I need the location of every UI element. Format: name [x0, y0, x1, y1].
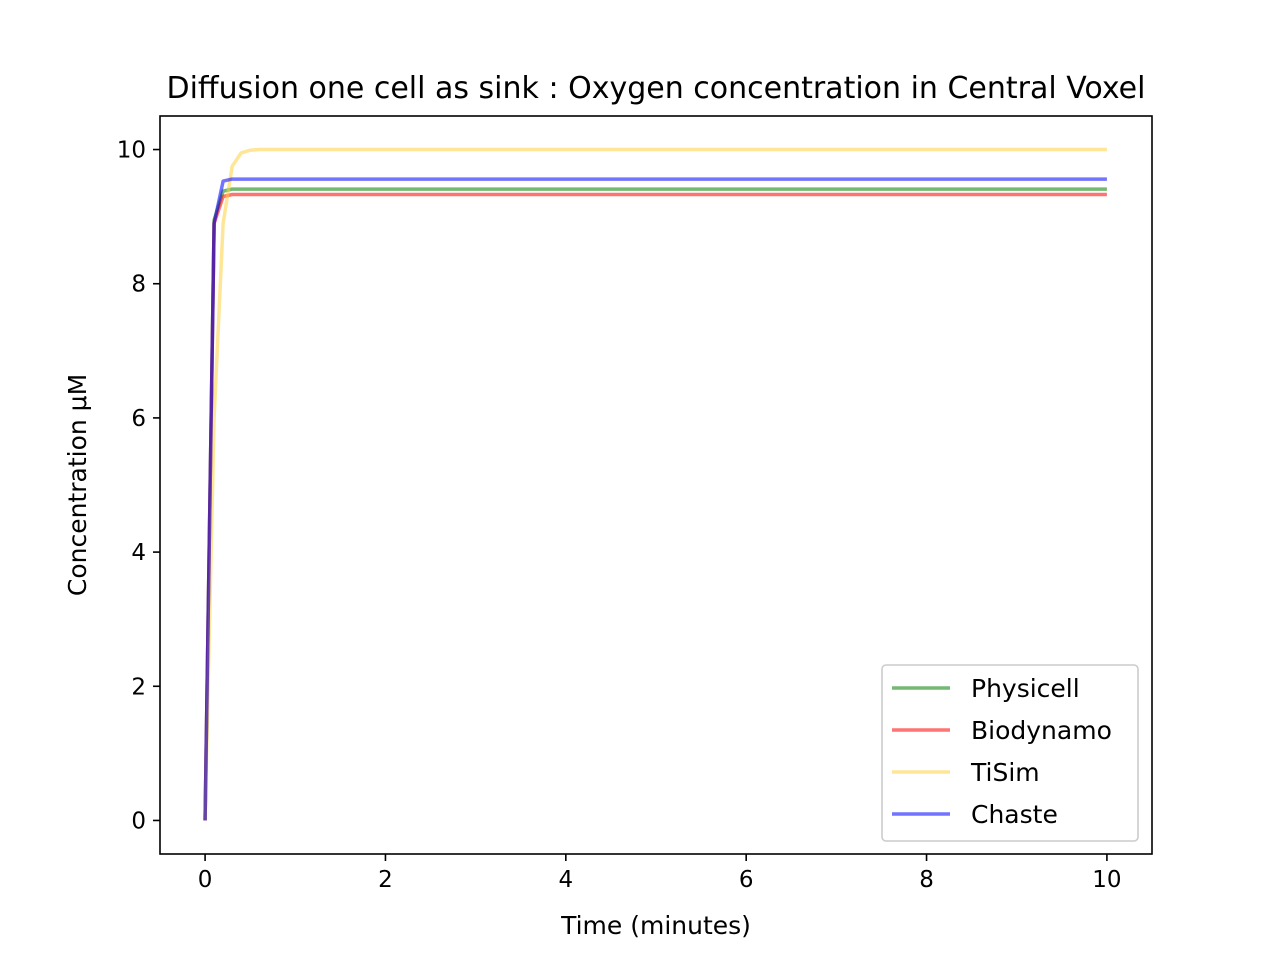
legend-items: Physicell Biodynamo TiSim Chaste — [892, 674, 1112, 829]
y-tick-label: 0 — [131, 808, 146, 834]
y-axis-label: Concentration μM — [63, 374, 92, 596]
x-axis-label: Time (minutes) — [560, 911, 751, 940]
legend-label-tisim: TiSim — [970, 758, 1040, 787]
x-tick-label: 10 — [1092, 867, 1121, 893]
series-line-chaste — [203, 177, 1107, 821]
x-tick-label: 4 — [558, 867, 573, 893]
legend-box — [881, 664, 1139, 842]
x-tick-label: 2 — [378, 867, 393, 893]
x-tick-label: 8 — [919, 867, 934, 893]
y-tick-label: 2 — [131, 674, 146, 700]
y-tick-label: 10 — [117, 138, 146, 164]
x-tick-label: 6 — [739, 867, 754, 893]
legend-label-physicell: Physicell — [971, 674, 1080, 703]
x-tick-label: 0 — [198, 867, 213, 893]
chart-title: Diffusion one cell as sink : Oxygen conc… — [167, 71, 1146, 106]
plot-area: 0 2 4 6 8 10 0 2 4 6 8 10 — [117, 115, 1153, 893]
y-axis-ticks: 0 2 4 6 8 10 — [117, 138, 160, 834]
legend-label-biodynamo: Biodynamo — [971, 716, 1112, 745]
y-tick-label: 4 — [131, 540, 146, 566]
legend-label-chaste: Chaste — [971, 800, 1058, 829]
plot-frame — [159, 115, 1153, 855]
series-group — [203, 147, 1107, 821]
y-tick-label: 8 — [131, 272, 146, 298]
series-line-tisim — [203, 147, 1107, 821]
y-tick-label: 6 — [131, 406, 146, 432]
x-axis-ticks: 0 2 4 6 8 10 — [198, 854, 1122, 893]
legend: Physicell Biodynamo TiSim Chaste — [881, 664, 1139, 842]
